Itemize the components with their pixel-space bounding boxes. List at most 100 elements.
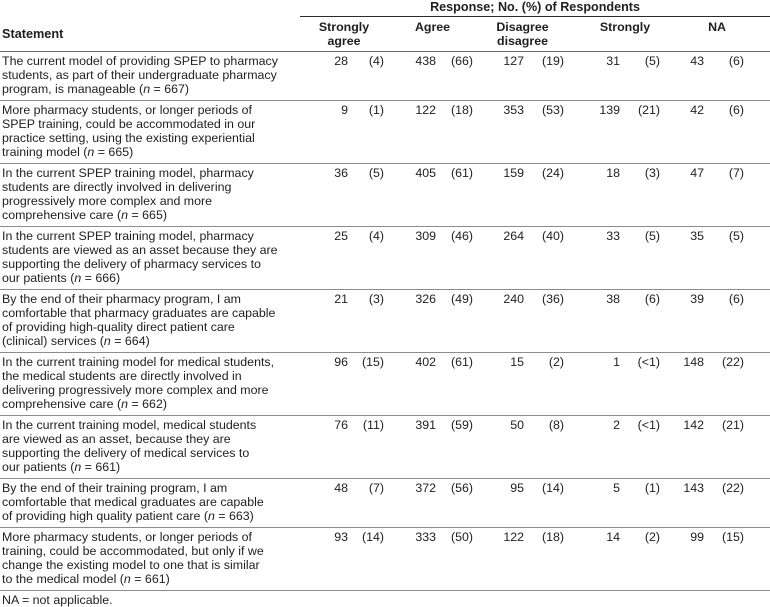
percent-cell: (19) (528, 52, 568, 101)
footnote-row: NA = not applicable. (0, 591, 770, 607)
percent-cell: (22) (708, 479, 770, 528)
count-cell: 14 (568, 528, 624, 591)
table-body: The current model of providing SPEP to p… (0, 52, 770, 591)
statement-cell: In the current training model for medica… (0, 353, 300, 416)
count-cell: 139 (568, 101, 624, 164)
count-cell: 47 (664, 164, 708, 227)
table-row: By the end of their training program, I … (0, 479, 770, 528)
percent-cell: (36) (528, 290, 568, 353)
count-cell: 95 (477, 479, 528, 528)
count-cell: 405 (388, 164, 440, 227)
count-cell: 43 (664, 52, 708, 101)
percent-cell: (2) (528, 353, 568, 416)
percent-cell: (15) (708, 528, 770, 591)
count-cell: 39 (664, 290, 708, 353)
percent-cell: (<1) (624, 416, 664, 479)
percent-cell: (5) (708, 227, 770, 290)
percent-cell: (61) (440, 353, 477, 416)
percent-cell: (6) (708, 52, 770, 101)
percent-cell: (7) (708, 164, 770, 227)
statement-cell: In the current SPEP training model, phar… (0, 227, 300, 290)
sample-size-n-symbol: n (74, 460, 81, 474)
percent-cell: (4) (352, 227, 388, 290)
sample-size-n-symbol: n (121, 397, 128, 411)
count-cell: 127 (477, 52, 528, 101)
count-cell: 122 (477, 528, 528, 591)
percent-cell: (4) (352, 52, 388, 101)
table-header: Response; No. (%) of Respondents Stateme… (0, 0, 770, 52)
count-cell: 42 (664, 101, 708, 164)
column-header-statement: Statement (0, 17, 300, 52)
sample-size-n-symbol: n (74, 271, 81, 285)
count-cell: 142 (664, 416, 708, 479)
count-cell: 402 (388, 353, 440, 416)
percent-cell: (18) (528, 528, 568, 591)
count-cell: 122 (388, 101, 440, 164)
count-cell: 36 (300, 164, 352, 227)
count-cell: 309 (388, 227, 440, 290)
count-cell: 50 (477, 416, 528, 479)
percent-cell: (6) (708, 290, 770, 353)
spanner-row: Response; No. (%) of Respondents (0, 0, 770, 17)
percent-cell: (6) (624, 290, 664, 353)
count-cell: 264 (477, 227, 528, 290)
percent-cell: (15) (352, 353, 388, 416)
statement-cell: By the end of their training program, I … (0, 479, 300, 528)
percent-cell: (2) (624, 528, 664, 591)
count-cell: 48 (300, 479, 352, 528)
column-header-strongly-disagree: Strongly (568, 17, 664, 52)
percent-cell: (22) (708, 353, 770, 416)
count-cell: 18 (568, 164, 624, 227)
percent-cell: (5) (624, 227, 664, 290)
percent-cell: (24) (528, 164, 568, 227)
percent-cell: (21) (708, 416, 770, 479)
percent-cell: (14) (352, 528, 388, 591)
percent-cell: (11) (352, 416, 388, 479)
count-cell: 38 (568, 290, 624, 353)
percent-cell: (5) (352, 164, 388, 227)
statement-cell: In the current SPEP training model, phar… (0, 164, 300, 227)
sample-size-n-symbol: n (143, 82, 150, 96)
table-footer: NA = not applicable. (0, 591, 770, 607)
count-cell: 353 (477, 101, 528, 164)
statement-cell: The current model of providing SPEP to p… (0, 52, 300, 101)
count-cell: 372 (388, 479, 440, 528)
percent-cell: (53) (528, 101, 568, 164)
count-cell: 99 (664, 528, 708, 591)
count-cell: 31 (568, 52, 624, 101)
count-cell: 1 (568, 353, 624, 416)
table-row: In the current training model for medica… (0, 353, 770, 416)
percent-cell: (8) (528, 416, 568, 479)
count-cell: 93 (300, 528, 352, 591)
percent-cell: (61) (440, 164, 477, 227)
percent-cell: (66) (440, 52, 477, 101)
table-row: In the current training model, medical s… (0, 416, 770, 479)
count-cell: 143 (664, 479, 708, 528)
percent-cell: (49) (440, 290, 477, 353)
table-row: More pharmacy students, or longer period… (0, 528, 770, 591)
statement-cell: By the end of their pharmacy program, I … (0, 290, 300, 353)
column-header-disagree: Disagree disagree (477, 17, 568, 52)
percent-cell: (50) (440, 528, 477, 591)
table-row: More pharmacy students, or longer period… (0, 101, 770, 164)
count-cell: 35 (664, 227, 708, 290)
table-row: In the current SPEP training model, phar… (0, 227, 770, 290)
table-footnote: NA = not applicable. (0, 591, 770, 607)
count-cell: 76 (300, 416, 352, 479)
spanner-spacer (0, 0, 300, 17)
percent-cell: (40) (528, 227, 568, 290)
percent-cell: (46) (440, 227, 477, 290)
table-spanner-header: Response; No. (%) of Respondents (300, 0, 770, 17)
percent-cell: (3) (352, 290, 388, 353)
statement-cell: More pharmacy students, or longer period… (0, 528, 300, 591)
sample-size-n-symbol: n (104, 334, 111, 348)
percent-cell: (56) (440, 479, 477, 528)
table-row: By the end of their pharmacy program, I … (0, 290, 770, 353)
count-cell: 159 (477, 164, 528, 227)
percent-cell: (<1) (624, 353, 664, 416)
statement-cell: More pharmacy students, or longer period… (0, 101, 300, 164)
count-cell: 33 (568, 227, 624, 290)
count-cell: 333 (388, 528, 440, 591)
count-cell: 15 (477, 353, 528, 416)
